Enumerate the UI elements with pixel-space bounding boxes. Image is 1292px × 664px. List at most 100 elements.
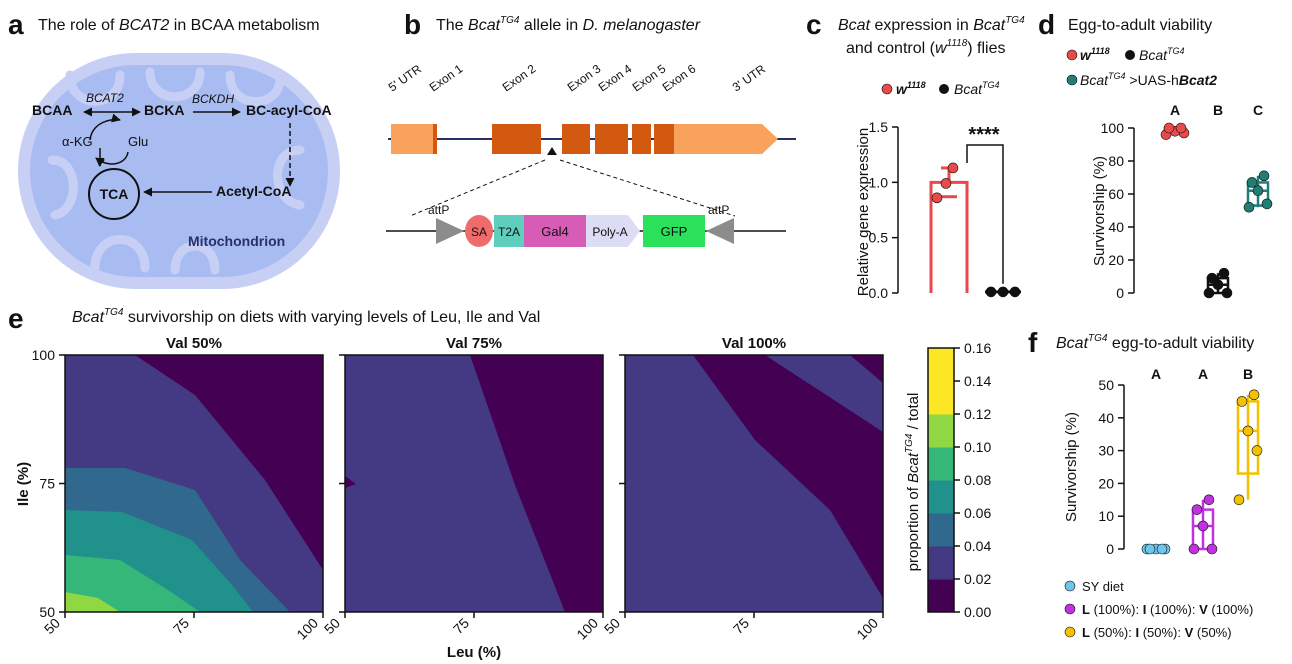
panel-c-point [940,178,952,189]
panel-d-point [1218,267,1230,279]
panel-d-title: Egg-to-adult viability [1068,17,1212,34]
panel-e-title: BcatTG4 survivorship on diets with varyi… [72,307,540,326]
legend-d-bcat-label: BcatTG4 [1139,46,1185,63]
panel-d-ytick-label: 40 [1108,219,1124,235]
contour-val-100 [625,355,883,612]
panel-c-ytick-label: 0.0 [869,285,889,301]
bc-acyl-coa-label: BC-acyl-CoA [246,102,332,118]
contour-subtitle-val-50: Val 50% [166,335,222,352]
akg-glu-cycle-top [89,113,121,141]
panel-e-xtick-label: 50 [601,615,623,637]
panel-e-ytick-label: 100 [32,347,56,363]
glu-label: Glu [128,134,148,149]
panel-c-significance-bracket [966,144,1004,284]
legend-f-50-label: L (50%): I (50%): V (50%) [1082,625,1232,640]
colorbar-segment [928,546,954,580]
panel-e-xtick-label: 100 [573,615,601,643]
legend-d-w1118-dot [1066,49,1078,61]
panel-d-letter: d [1038,9,1055,40]
panel-c-point [1009,286,1021,298]
panel-e-xtick-label: 75 [170,615,192,637]
panel-a-letter: a [8,9,24,40]
panel-d-point [1163,122,1175,134]
exon-2-block [492,124,541,154]
legend-w1118-label: w1118 [896,80,926,97]
legend-d-rescue-dot [1066,74,1078,86]
utr3-label: 3' UTR [730,62,769,95]
gfp-label: GFP [661,224,688,239]
panel-f-point [1156,543,1168,555]
exon-1-label: Exon 1 [427,61,466,94]
panel-f-group-letter: A [1151,366,1161,382]
exon-3-block [562,124,590,154]
panel-d-box-2 [1246,181,1270,207]
colorbar: 0.00 0.02 0.04 0.06 0.08 0.10 0.12 0.14 0.16 [927,340,991,620]
attp-left-triangle [436,218,464,244]
panel-d-point [1212,279,1224,291]
legend-f-100-label: L (100%): I (100%): V (100%) [1082,602,1253,617]
panel-d-ylabel: Survivorship (%) [1091,156,1108,266]
legend-w1118-dot [881,83,893,95]
panel-d-point [1243,201,1255,213]
panel-c-plot: 0.0 0.5 1.0 1.5 **** [869,119,1021,301]
panel-d-point [1203,287,1215,299]
colorbar-tick-label: 0.14 [964,373,991,389]
colorbar-tick-label: 0.08 [964,472,991,488]
panel-f-point [1248,389,1260,401]
panel-c-point [997,286,1009,298]
exon-4-label: Exon 4 [596,61,635,94]
panel-d-point [1175,122,1187,134]
sa-element [465,215,493,247]
sa-label: SA [471,225,487,239]
panel-e-xtick-label: 100 [853,615,881,643]
panel-e-xtick-label: 100 [293,615,321,643]
colorbar-segment [928,381,954,415]
t2a-label: T2A [498,225,520,239]
exon-1-block [433,124,437,154]
panel-d-group-letter: A [1170,102,1180,118]
panel-f-ylabel: Survivorship (%) [1063,412,1080,522]
panel-d-ytick-label: 100 [1101,120,1125,136]
exon-6-label: Exon 6 [660,61,699,94]
colorbar-tick-label: 0.04 [964,538,991,554]
legend-f-50-dot [1064,626,1076,638]
panel-f-ytick-label: 30 [1098,443,1114,459]
tca-cycle-circle [88,168,140,220]
panel-d-group-letter: B [1213,102,1223,118]
polya-element [586,215,640,247]
panel-c-title-line2: and control (w1118) flies [846,38,1006,57]
panel-d-ytick-label: 60 [1108,186,1124,202]
panel-a-title: The role of BCAT2 in BCAA metabolism [38,17,320,34]
colorbar-segment [928,480,954,514]
panel-e-xtick-label: 75 [730,615,752,637]
panel-f-ytick-label: 50 [1098,377,1114,393]
utr5-block [391,124,435,154]
bckdh-enzyme-label: BCKDH [192,92,234,106]
panel-c-letter: c [806,9,822,40]
colorbar-tick-label: 0.00 [964,604,991,620]
panel-d-plot: 0 20 40 60 80 100 A B C [1101,102,1273,301]
panel-d-ytick-label: 0 [1116,285,1124,301]
panel-c-ytick-label: 1.0 [869,174,889,190]
attp-right-label: attP [708,203,729,217]
panel-d-group-letter: C [1253,102,1263,118]
panel-c-ytick-label: 0.5 [869,230,889,246]
polya-label: Poly-A [592,225,627,239]
colorbar-segment [928,579,954,613]
panel-e-ytick-label: 75 [39,476,55,492]
mitochondrion-matrix [30,65,328,277]
panel-f: f BcatTG4 egg-to-adult viability Survivo… [1028,327,1263,640]
panel-e-xtick-label: 50 [321,615,343,637]
contour-subtitle-val-100: Val 100% [722,335,786,352]
bcaa-label: BCAA [32,102,72,118]
contour-val-75 [345,355,603,612]
insertion-guide-left [409,159,546,217]
panel-d-point [1252,185,1264,196]
colorbar-segment [928,414,954,448]
attp-right-triangle [706,218,734,244]
panel-c-point [985,286,997,298]
utr3-block [674,124,778,154]
panel-a: a The role of BCAT2 in BCAA metabolism B… [8,9,340,289]
panel-f-box-1 [1191,508,1215,551]
